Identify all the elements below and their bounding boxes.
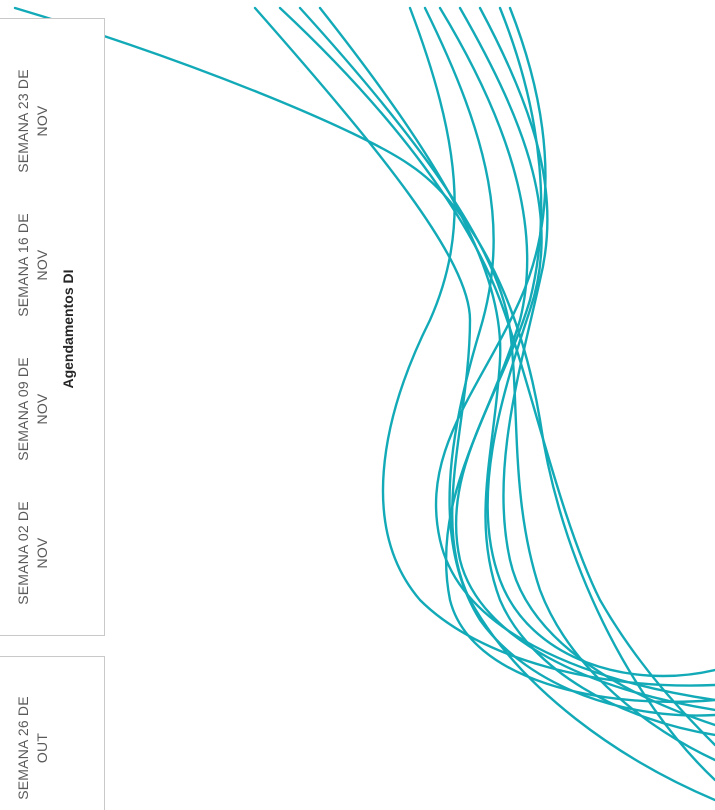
curve-line bbox=[253, 6, 715, 802]
curve-line bbox=[434, 6, 715, 702]
curve-line bbox=[438, 6, 715, 704]
week-label: SEMANA 02 DE NOV bbox=[15, 501, 50, 605]
week-label: SEMANA 23 DE NOV bbox=[15, 69, 50, 173]
curve-line bbox=[298, 6, 715, 762]
curve-line bbox=[318, 6, 715, 737]
chart-title: Agendamentos DI bbox=[60, 269, 76, 389]
previous-week-panel: SEMANA 26 DE OUT bbox=[0, 656, 105, 810]
curve-line bbox=[13, 6, 715, 782]
curve-line bbox=[381, 6, 715, 687]
week-label: SEMANA 09 DE NOV bbox=[15, 357, 50, 461]
curve-line bbox=[278, 6, 715, 747]
curve-line bbox=[478, 6, 715, 727]
curve-line bbox=[454, 6, 715, 712]
week-label: SEMANA 16 DE NOV bbox=[15, 213, 50, 317]
week-label: SEMANA 26 DE OUT bbox=[15, 696, 50, 800]
week-axis-panel: SEMANA 23 DE NOV SEMANA 16 DE NOV SEMANA… bbox=[0, 18, 105, 636]
